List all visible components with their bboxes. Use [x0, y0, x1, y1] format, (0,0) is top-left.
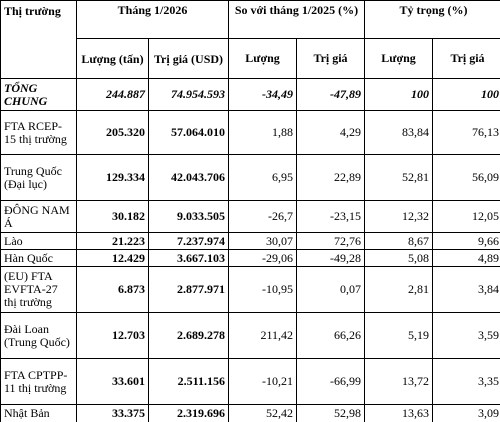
table-row: Lào 21.223 7.237.974 30,07 72,76 8,67 9,… [0, 232, 500, 250]
table-row: ĐÔNG NAM Á 30.182 9.033.505 -26,7 -23,15… [0, 200, 500, 233]
row-qty: 244.887 [76, 78, 149, 111]
row-qty: 205.320 [76, 110, 149, 155]
row-qty: 33.375 [76, 404, 149, 422]
header-month: Tháng 1/2026 [76, 0, 229, 39]
row-qty-share: 100 [364, 78, 434, 111]
row-qty-change: -34,49 [228, 78, 297, 111]
row-qty-change: -10,21 [228, 358, 297, 405]
row-value: 3.667.103 [148, 249, 229, 267]
row-qty-change: -26,7 [228, 200, 297, 233]
header-row-2: Lượng (tấn) Trị giá (USD) Lượng Trị giá … [1, 38, 500, 79]
header-value-share: Trị giá [432, 38, 500, 79]
row-name: Hàn Quốc [0, 249, 77, 267]
row-value-share: 3,84 [432, 266, 500, 313]
row-value-change: -23,15 [295, 200, 366, 233]
row-qty-change: 30,07 [228, 232, 297, 250]
header-value-change: Trị giá [295, 38, 366, 79]
row-value: 2.689.278 [148, 312, 229, 359]
row-name: Nhật Bản [0, 404, 77, 422]
row-qty: 6.873 [76, 266, 149, 313]
header-qty-change: Lượng [228, 38, 297, 79]
table-row: Nhật Bản 33.375 2.319.696 52,42 52,98 13… [0, 404, 500, 422]
row-name: ĐÔNG NAM Á [0, 200, 77, 233]
row-qty-share: 2,81 [364, 266, 434, 313]
row-value-change: 0,07 [295, 266, 366, 313]
row-value-change: 72,76 [295, 232, 366, 250]
header-market: Thị trường [0, 0, 77, 79]
row-qty: 21.223 [76, 232, 149, 250]
row-value-change: 4,29 [295, 110, 366, 155]
row-qty: 12.429 [76, 249, 149, 267]
row-name: Trung Quốc (Đại lục) [0, 154, 77, 201]
row-name: (EU) FTA EVFTA-27 thị trường [0, 266, 77, 313]
table-row: Hàn Quốc 12.429 3.667.103 -29,06 -49,28 … [0, 249, 500, 267]
header-qty-tons: Lượng (tấn) [76, 38, 149, 79]
row-value-change: -47,89 [295, 78, 366, 111]
row-qty-share: 12,32 [364, 200, 434, 233]
header-qty-share: Lượng [364, 38, 434, 79]
header-row-1: Thị trường Tháng 1/2026 So với tháng 1/2… [0, 0, 500, 79]
row-qty-share: 83,84 [364, 110, 434, 155]
row-qty-share: 13,72 [364, 358, 434, 405]
row-qty-change: -10,95 [228, 266, 297, 313]
row-qty: 12.703 [76, 312, 149, 359]
row-qty-share: 8,67 [364, 232, 434, 250]
row-value-share: 3,09 [432, 404, 500, 422]
row-value-change: 52,98 [295, 404, 366, 422]
row-name: FTA CPTPP-11 thị trường [0, 358, 77, 405]
row-qty: 30.182 [76, 200, 149, 233]
row-value-change: -66,99 [295, 358, 366, 405]
row-value-share: 3,35 [432, 358, 500, 405]
header-value-usd: Trị giá (USD) [148, 38, 229, 79]
table-row: Trung Quốc (Đại lục) 129.334 42.043.706 … [0, 154, 500, 201]
row-value-share: 4,89 [432, 249, 500, 267]
row-value: 2.511.156 [148, 358, 229, 405]
row-value: 9.033.505 [148, 200, 229, 233]
table-row-total: TỔNG CHUNG 244.887 74.954.593 -34,49 -47… [0, 78, 500, 111]
row-name: Đài Loan (Trung Quốc) [0, 312, 77, 359]
table-row: (EU) FTA EVFTA-27 thị trường 6.873 2.877… [0, 266, 500, 313]
header-share: Tỷ trọng (%) [364, 0, 500, 39]
row-qty-share: 52,81 [364, 154, 434, 201]
row-qty-share: 13,63 [364, 404, 434, 422]
row-value-share: 56,09 [432, 154, 500, 201]
row-value: 57.064.010 [148, 110, 229, 155]
row-name: TỔNG CHUNG [0, 78, 77, 111]
row-qty-change: 52,42 [228, 404, 297, 422]
row-value-share: 76,13 [432, 110, 500, 155]
row-qty-share: 5,08 [364, 249, 434, 267]
row-value-change: -49,28 [295, 249, 366, 267]
row-qty-change: 211,42 [228, 312, 297, 359]
row-value: 74.954.593 [148, 78, 229, 111]
row-value: 2.319.696 [148, 404, 229, 422]
row-value-share: 12,05 [432, 200, 500, 233]
row-value-share: 3,59 [432, 312, 500, 359]
row-value: 2.877.971 [148, 266, 229, 313]
table-row: Đài Loan (Trung Quốc) 12.703 2.689.278 2… [0, 312, 500, 359]
row-value: 42.043.706 [148, 154, 229, 201]
table-row: FTA RCEP-15 thị trường 205.320 57.064.01… [0, 110, 500, 155]
row-value-share: 100 [432, 78, 500, 111]
header-compare: So với tháng 1/2025 (%) [227, 0, 366, 39]
row-name: Lào [0, 232, 77, 250]
row-qty: 129.334 [76, 154, 149, 201]
row-qty: 33.601 [76, 358, 149, 405]
row-value-share: 9,66 [432, 232, 500, 250]
row-qty-share: 5,19 [364, 312, 434, 359]
row-value: 7.237.974 [148, 232, 229, 250]
row-qty-change: 6,95 [228, 154, 297, 201]
row-qty-change: 1,88 [228, 110, 297, 155]
table-row: FTA CPTPP-11 thị trường 33.601 2.511.156… [0, 358, 500, 405]
row-name: FTA RCEP-15 thị trường [0, 110, 77, 155]
row-qty-change: -29,06 [228, 249, 297, 267]
row-value-change: 66,26 [295, 312, 366, 359]
row-value-change: 22,89 [295, 154, 366, 201]
